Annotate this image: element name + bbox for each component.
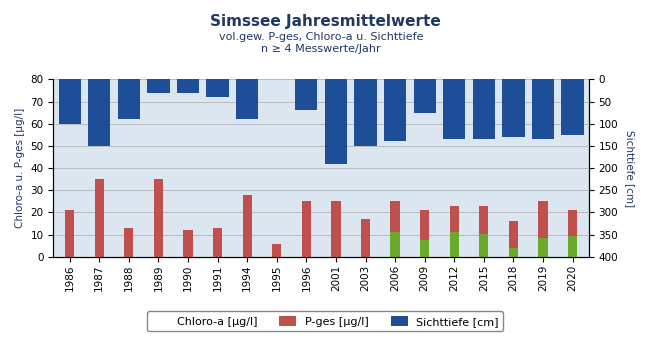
Legend: Chloro-a [µg/l], P-ges [µg/l], Sichttiefe [cm]: Chloro-a [µg/l], P-ges [µg/l], Sichttief…	[147, 311, 503, 331]
Bar	[118, 79, 140, 119]
Bar	[479, 206, 489, 257]
Bar	[443, 79, 465, 139]
Bar	[302, 201, 311, 257]
Bar	[420, 240, 430, 257]
Bar	[532, 79, 554, 139]
Bar	[538, 238, 548, 257]
Bar	[568, 210, 577, 257]
Bar	[502, 79, 525, 137]
Y-axis label: Sichttiefe [cm]: Sichttiefe [cm]	[625, 130, 635, 207]
Bar	[479, 234, 489, 257]
Bar	[88, 79, 110, 146]
Y-axis label: Chloro-a u. P-ges [µg/l]: Chloro-a u. P-ges [µg/l]	[15, 108, 25, 228]
Bar	[361, 219, 370, 257]
Bar	[177, 79, 199, 93]
Bar	[58, 79, 81, 124]
Bar	[183, 230, 192, 257]
Bar	[95, 179, 104, 257]
Text: Simssee Jahresmittelwerte: Simssee Jahresmittelwerte	[209, 14, 441, 29]
Bar	[420, 210, 430, 257]
Bar	[391, 233, 400, 257]
Bar	[391, 201, 400, 257]
Bar	[450, 233, 459, 257]
Bar	[509, 248, 518, 257]
Bar	[272, 243, 281, 257]
Bar	[154, 179, 163, 257]
Bar	[562, 79, 584, 135]
Bar	[295, 79, 317, 110]
Bar	[65, 210, 74, 257]
Bar	[473, 79, 495, 139]
Bar	[509, 221, 518, 257]
Bar	[207, 79, 229, 97]
Bar	[236, 79, 258, 119]
Bar	[354, 79, 376, 146]
Bar	[413, 79, 436, 113]
Bar	[450, 206, 459, 257]
Bar	[325, 79, 347, 164]
Bar	[124, 228, 133, 257]
Bar	[242, 195, 252, 257]
Bar	[213, 228, 222, 257]
Bar	[538, 201, 548, 257]
Bar	[148, 79, 170, 93]
Title: vol.gew. P-ges, Chloro-a u. Sichttiefe
n ≥ 4 Messwerte/Jahr: vol.gew. P-ges, Chloro-a u. Sichttiefe n…	[219, 32, 423, 54]
Bar	[332, 201, 341, 257]
Bar	[568, 236, 577, 257]
Bar	[384, 79, 406, 141]
